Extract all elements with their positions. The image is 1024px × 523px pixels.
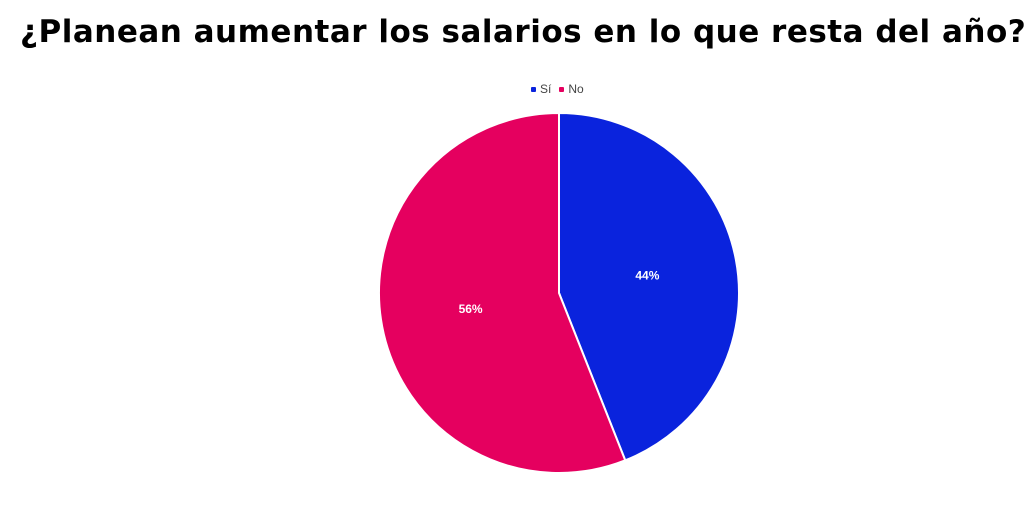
slice-label-no: 56% — [459, 302, 483, 316]
slice-label-si: 44% — [635, 268, 659, 282]
